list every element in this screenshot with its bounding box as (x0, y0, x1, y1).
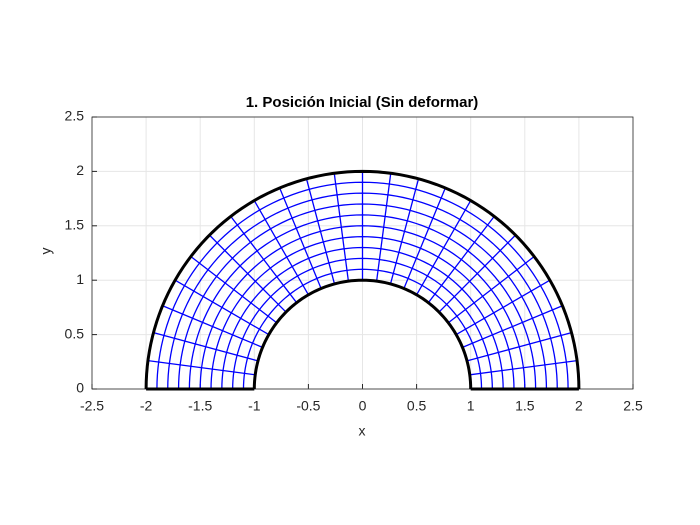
mesh-spoke (162, 305, 263, 348)
x-tick-label: -2.5 (80, 398, 104, 414)
inner-boundary (252, 278, 473, 390)
mesh-spoke (389, 178, 420, 285)
mesh-spoke (253, 200, 309, 296)
mesh-spoke (403, 187, 446, 289)
y-tick-label: 0.5 (65, 325, 85, 341)
y-tick-label: 2 (76, 162, 84, 178)
mesh-spoke (279, 187, 322, 289)
x-axis-label: x (359, 423, 366, 439)
y-tick-label: 1.5 (65, 217, 85, 233)
mesh-spoke (416, 200, 472, 296)
mesh-spoke (333, 173, 350, 282)
outer-boundary (144, 169, 581, 390)
mesh-spoke (174, 279, 270, 336)
y-tick-label: 1 (76, 271, 84, 287)
mesh-spoke (305, 178, 336, 285)
mesh-spoke (438, 234, 516, 313)
mesh-spoke (469, 359, 578, 376)
mesh-spoke (447, 256, 535, 324)
y-tick-label: 0 (76, 380, 84, 396)
mesh-spoke (147, 359, 256, 376)
mesh-spoke (462, 305, 563, 348)
x-tick-label: -1.5 (188, 398, 212, 414)
x-tick-label: -0.5 (296, 398, 320, 414)
x-tick-label: 1 (467, 398, 475, 414)
x-tick-label: -2 (140, 398, 153, 414)
mesh-spoke (375, 173, 392, 282)
mesh-spoke (209, 234, 287, 313)
x-tick-label: 1.5 (515, 398, 535, 414)
x-tick-label: 0 (359, 398, 367, 414)
chart-title: 1. Posición Inicial (Sin deformar) (246, 94, 479, 111)
y-axis-label: y (38, 248, 54, 255)
mesh-spoke (190, 256, 278, 324)
x-tick-label: -1 (248, 398, 261, 414)
x-tick-label: 0.5 (407, 398, 427, 414)
mesh-spoke (427, 215, 495, 304)
axes-box (91, 116, 634, 390)
x-tick-label: 2 (575, 398, 583, 414)
x-tick-label: 2.5 (623, 398, 643, 414)
mesh-spoke (230, 215, 298, 304)
y-tick-label: 2.5 (65, 108, 85, 124)
mesh-spoke (153, 332, 259, 362)
mesh-spoke (455, 279, 551, 336)
mesh-spoke (466, 332, 572, 362)
